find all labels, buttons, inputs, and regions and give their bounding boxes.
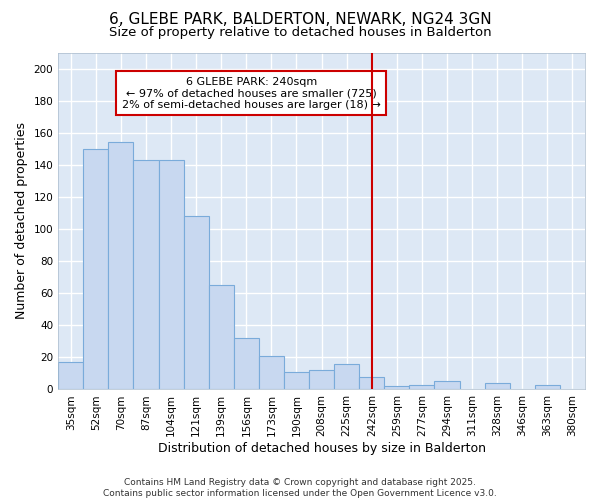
Text: 6 GLEBE PARK: 240sqm
← 97% of detached houses are smaller (725)
2% of semi-detac: 6 GLEBE PARK: 240sqm ← 97% of detached h… (122, 76, 381, 110)
Bar (409, 384, 434, 390)
Bar (109, 142, 133, 390)
Bar (158, 160, 184, 390)
Bar (434, 382, 460, 390)
Bar (184, 216, 209, 390)
Bar (385, 386, 409, 390)
Bar (284, 372, 309, 390)
Bar (309, 370, 334, 390)
Bar (234, 338, 259, 390)
Bar (485, 383, 510, 390)
Text: 6, GLEBE PARK, BALDERTON, NEWARK, NG24 3GN: 6, GLEBE PARK, BALDERTON, NEWARK, NG24 3… (109, 12, 491, 28)
X-axis label: Distribution of detached houses by size in Balderton: Distribution of detached houses by size … (158, 442, 485, 455)
Bar (133, 160, 158, 390)
Bar (359, 376, 385, 390)
Bar (58, 362, 83, 390)
Bar (209, 285, 234, 390)
Bar (83, 149, 109, 390)
Bar (259, 356, 284, 390)
Text: Size of property relative to detached houses in Balderton: Size of property relative to detached ho… (109, 26, 491, 39)
Bar (334, 364, 359, 390)
Text: Contains HM Land Registry data © Crown copyright and database right 2025.
Contai: Contains HM Land Registry data © Crown c… (103, 478, 497, 498)
Bar (535, 384, 560, 390)
Y-axis label: Number of detached properties: Number of detached properties (15, 122, 28, 320)
